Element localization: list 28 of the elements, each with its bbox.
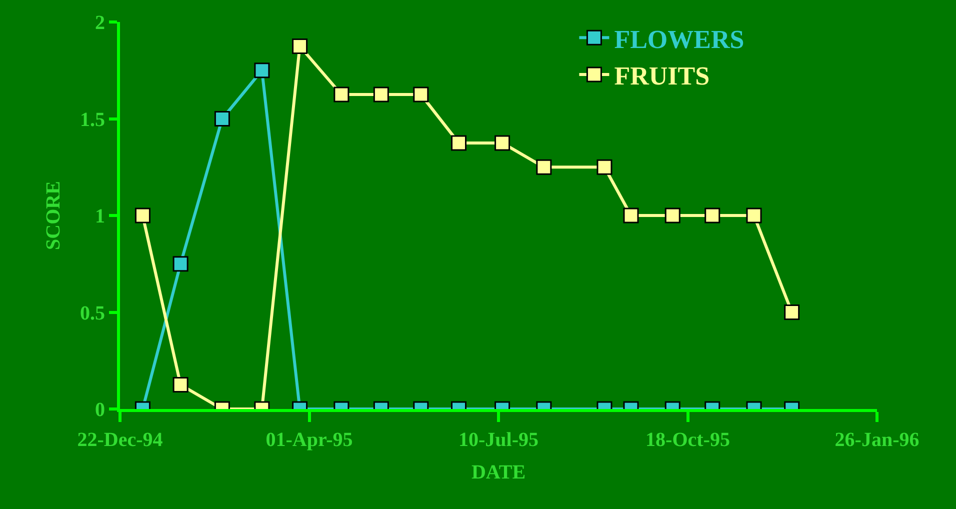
point: [254, 62, 270, 78]
y-tick-label: 0: [95, 399, 105, 421]
x-tick-label: 22-Dec-94: [77, 429, 163, 451]
y-tick-label: 1: [95, 206, 105, 228]
x-tick-label: 10-Jul-95: [458, 429, 538, 451]
point: [134, 208, 150, 224]
y-axis-title: SCORE: [42, 181, 64, 250]
point: [623, 208, 639, 224]
x-tick-label: 01-Apr-95: [266, 429, 353, 451]
point: [746, 208, 762, 224]
y-tick-label: 1.5: [80, 108, 105, 131]
point: [214, 111, 230, 126]
point: [373, 86, 389, 102]
point: [664, 208, 680, 224]
legend-label: FRUITS: [614, 62, 710, 91]
y-tick-label: 2: [95, 12, 105, 34]
x-axis-title: DATE: [471, 462, 526, 484]
legend-label: FLOWERS: [614, 24, 744, 54]
point: [334, 86, 350, 102]
point: [413, 86, 429, 102]
y-tick-label: 0.5: [80, 302, 105, 324]
point: [494, 135, 510, 151]
point: [704, 208, 720, 224]
x-tick-label: 18-Oct-95: [646, 429, 730, 451]
x-tick-label: 26-Jan-96: [834, 429, 920, 451]
point: [536, 159, 552, 175]
point: [451, 135, 467, 151]
point: [596, 159, 612, 175]
